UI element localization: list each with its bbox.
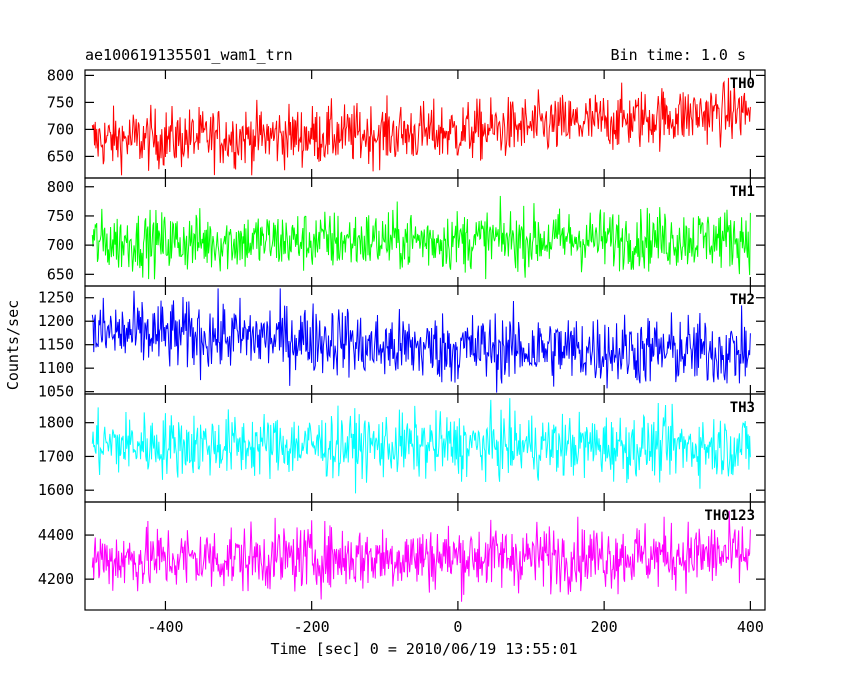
y-tick-label: 1150 xyxy=(38,336,74,354)
x-tick-label: 200 xyxy=(591,618,618,636)
panel-label: TH0 xyxy=(730,76,755,92)
y-tick-label: 1050 xyxy=(38,383,74,401)
y-tick-label: 1800 xyxy=(38,414,74,432)
series-line-th1 xyxy=(91,195,751,280)
bin-time-label: Bin time: 1.0 s xyxy=(611,46,746,64)
x-axis-label: Time [sec] 0 = 2010/06/19 13:55:01 xyxy=(270,640,577,658)
panel-th1: 650 700 750 800 TH1 xyxy=(47,177,766,287)
y-tick-label: 1700 xyxy=(38,447,74,465)
y-tick-label: 650 xyxy=(47,265,74,283)
x-axis: -400 -200 0 200 400 xyxy=(147,618,764,636)
series-line-th3 xyxy=(91,398,751,494)
series-line-th0 xyxy=(91,77,751,176)
panel-stack: 650 700 750 800 TH0 650 700 750 800 TH1 1050 1100 11… xyxy=(38,66,766,611)
x-tick-label: -200 xyxy=(294,618,330,636)
y-tick-label: 4200 xyxy=(38,570,74,588)
panel-th2: 1050 1100 1150 1200 1250 TH2 xyxy=(38,285,766,401)
panel-th3: 1600 1700 1800 TH3 xyxy=(38,393,766,503)
panel-frame xyxy=(84,69,766,179)
series-line-th2 xyxy=(91,288,751,393)
y-tick-label: 700 xyxy=(47,236,74,254)
y-tick-label: 800 xyxy=(47,178,74,196)
panel-label: TH0123 xyxy=(704,508,755,524)
panel-label: TH3 xyxy=(730,400,755,416)
series-line-th0123 xyxy=(91,510,751,602)
y-tick-label: 800 xyxy=(47,66,74,84)
y-tick-label: 1200 xyxy=(38,312,74,330)
y-tick-label: 1100 xyxy=(38,359,74,377)
x-tick-label: 400 xyxy=(737,618,764,636)
y-tick-label: 650 xyxy=(47,147,74,165)
y-tick-label: 700 xyxy=(47,120,74,138)
y-tick-label: 1600 xyxy=(38,481,74,499)
chart-title: ae100619135501_wam1_trn xyxy=(85,46,293,64)
y-tick-label: 1250 xyxy=(38,289,74,307)
panel-label: TH1 xyxy=(730,184,755,200)
panel-frame xyxy=(84,501,766,611)
y-tick-label: 750 xyxy=(47,93,74,111)
panel-th0: 650 700 750 800 TH0 xyxy=(47,66,766,179)
y-axis-label: Counts/sec xyxy=(4,300,22,390)
y-tick-label: 4400 xyxy=(38,526,74,544)
x-tick-label: 0 xyxy=(453,618,462,636)
panel-label: TH2 xyxy=(730,292,755,308)
x-tick-label: -400 xyxy=(147,618,183,636)
y-tick-label: 750 xyxy=(47,207,74,225)
panel-th0123: 4200 4400 TH0123 xyxy=(38,501,766,611)
